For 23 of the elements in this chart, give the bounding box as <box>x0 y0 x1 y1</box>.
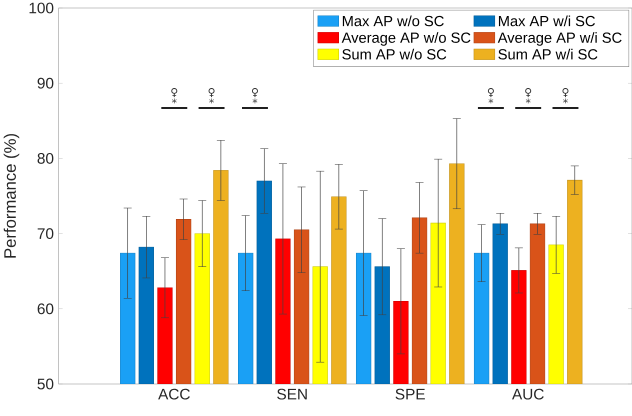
x-tick-label: SPE <box>396 388 425 400</box>
y-tick-label: 100 <box>30 2 54 14</box>
y-tick-label: 80 <box>38 152 54 164</box>
y-tick-label: 50 <box>38 378 54 390</box>
y-axis-title: Performance (%) <box>4 134 20 258</box>
annotation: ♀ * <box>252 88 258 104</box>
legend-label: Sum AP w/o SC <box>342 48 446 60</box>
legend-label: Average AP w/i SC <box>498 32 622 46</box>
legend-label: Max AP w/o SC <box>342 15 444 26</box>
annotation: ♀ * <box>562 88 568 104</box>
legend-label: Max AP w/i SC <box>498 15 595 26</box>
annotation: ♀ * <box>171 88 178 104</box>
x-tick-label: SEN <box>277 388 307 400</box>
y-tick-label: 70 <box>38 228 54 240</box>
y-tick-label: 90 <box>38 78 54 89</box>
annotation: ♀ * <box>488 88 494 104</box>
x-tick-label: AUC <box>512 388 544 400</box>
legend-label: Average AP w/o SC <box>342 32 470 46</box>
annotation: ♀ * <box>208 88 215 104</box>
y-tick-label: 60 <box>38 303 54 314</box>
x-tick-label: ACC <box>158 388 190 400</box>
annotation: ♀ * <box>525 88 532 104</box>
legend-label: Sum AP w/i SC <box>498 48 598 60</box>
